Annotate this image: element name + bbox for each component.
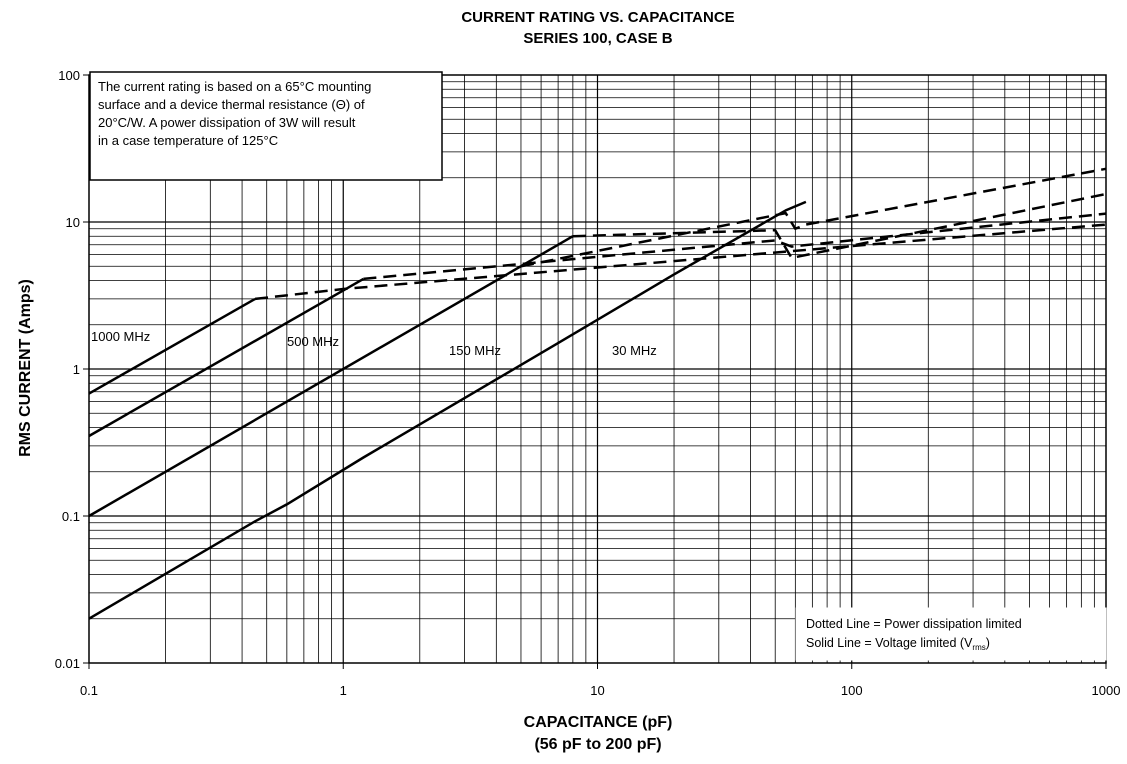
series-500mhz-voltage-limited (88, 277, 365, 438)
x-tick-label: 100 (841, 683, 863, 698)
x-axis-title: CAPACITANCE (pF) (524, 714, 673, 731)
note-box-frame (89, 71, 443, 181)
series-label-1000mhz: 1000 MHz (91, 329, 150, 344)
x-tick-label: 10 (590, 683, 604, 698)
y-tick-label: 10 (66, 215, 80, 230)
legend-solid-suffix: ) (986, 636, 990, 650)
series-label-30mhz: 30 MHz (612, 343, 657, 358)
x-tick-label: 1 (340, 683, 347, 698)
y-tick-label: 0.01 (55, 656, 80, 671)
y-tick-label: 100 (58, 68, 80, 83)
series-label-500mhz: 500 MHz (287, 334, 339, 349)
series-150mhz-voltage-limited (88, 235, 574, 518)
legend-dotted-text: Dotted Line = Power dissipation limited (806, 617, 1022, 631)
chart-subtitle: SERIES 100, CASE B (523, 30, 672, 47)
series-30mhz-power-limited (520, 167, 1107, 268)
note-line-1: The current rating is based on a 65°C mo… (98, 79, 371, 94)
series-150mhz-power-limited (572, 192, 1107, 260)
legend-box (795, 607, 1107, 661)
note-line-3: 20°C/W. A power dissipation of 3W will r… (98, 115, 356, 130)
x-tick-label: 1000 (1092, 683, 1121, 698)
note-line-2: surface and a device thermal resistance … (98, 97, 365, 112)
series-500mhz-power-limited (363, 212, 1107, 281)
x-axis-subtitle: (56 pF to 200 pF) (534, 736, 661, 753)
series-30mhz-voltage-limited (88, 200, 807, 620)
y-tick-label: 0.1 (62, 509, 80, 524)
legend: Dotted Line = Power dissipation limited … (795, 607, 1107, 661)
note-line-4: in a case temperature of 125°C (98, 133, 278, 148)
chart-title: CURRENT RATING VS. CAPACITANCE (461, 9, 734, 26)
legend-solid-sub: rms (972, 643, 985, 652)
series-1000mhz-power-limited (254, 223, 1107, 301)
y-tick-label: 1 (73, 362, 80, 377)
note-box: The current rating is based on a 65°C mo… (89, 71, 443, 181)
series-1000mhz-voltage-limited (88, 297, 256, 395)
x-tick-label: 0.1 (80, 683, 98, 698)
y-axis-title: RMS CURRENT (Amps) (17, 279, 34, 457)
series-layer (88, 167, 1107, 620)
legend-solid-prefix: Solid Line = Voltage limited (V (806, 636, 973, 650)
legend-solid-text: Solid Line = Voltage limited (Vrms) (806, 636, 990, 652)
series-label-150mhz: 150 MHz (449, 343, 501, 358)
